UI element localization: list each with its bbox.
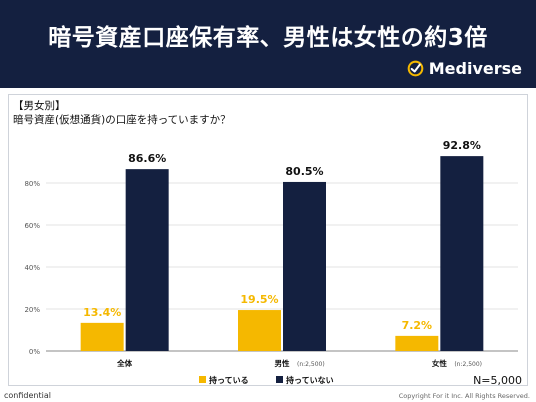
bar-not-holding [440, 156, 484, 351]
value-label: 86.6% [128, 152, 166, 165]
category-label: 全体 [116, 358, 132, 368]
sample-size: N=5,000 [473, 374, 522, 387]
bar-not-holding [283, 181, 326, 351]
category-label: 女性 [432, 358, 447, 368]
y-tick-label: 60% [24, 222, 40, 230]
legend-label: 持っている [209, 375, 249, 385]
category-label: 男性 [275, 358, 290, 368]
copyright-note: Copyright For it Inc. All Rights Reserve… [398, 392, 530, 400]
value-label: 19.5% [240, 293, 278, 306]
legend-label: 持っていない [286, 375, 334, 385]
y-tick-label: 0% [29, 348, 40, 356]
bar-not-holding [125, 169, 169, 351]
legend-swatch [276, 376, 283, 383]
bar-holding [238, 310, 281, 351]
question-tag: 【男女別】 [13, 100, 66, 112]
confidential-note: confidential [4, 391, 51, 400]
brand-logo: Mediverse [407, 59, 522, 78]
value-label: 7.2% [402, 319, 433, 332]
value-label: 13.4% [83, 306, 121, 319]
y-tick-label: 40% [24, 264, 40, 272]
check-circle-icon [407, 60, 424, 77]
category-sample-note: (n:2,500) [454, 361, 482, 368]
category-sample-note: (n:2,500) [297, 361, 325, 368]
bar-holding [80, 322, 124, 351]
survey-question: 【男女別】 暗号資産(仮想通貨)の口座を持っていますか？ [13, 99, 231, 127]
title-banner: 暗号資産口座保有率、男性は女性の約3倍 Mediverse [0, 0, 536, 88]
question-text: 暗号資産(仮想通貨)の口座を持っていますか？ [13, 114, 231, 126]
y-tick-label: 80% [24, 180, 40, 188]
value-label: 92.8% [443, 139, 481, 152]
legend-swatch [199, 376, 206, 383]
value-label: 80.5% [285, 165, 323, 178]
page-title: 暗号資産口座保有率、男性は女性の約3倍 [48, 25, 488, 51]
y-tick-label: 20% [24, 306, 40, 314]
brand-name: Mediverse [428, 59, 522, 78]
bar-holding [395, 335, 439, 351]
